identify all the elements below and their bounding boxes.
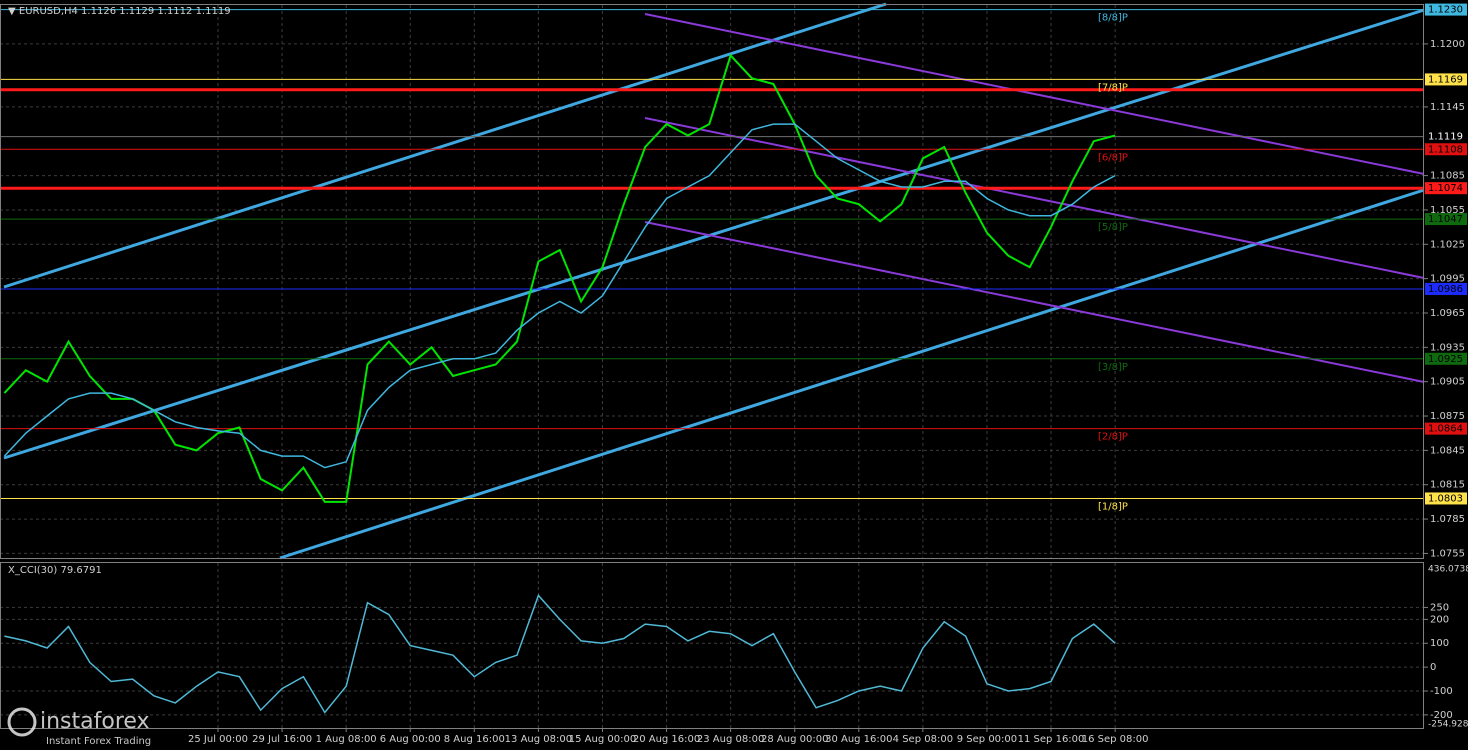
y-tick-label: 1.1145 <box>1430 102 1465 113</box>
level-tag: [2/8]P <box>1098 432 1128 443</box>
level-label: 1.0864 <box>1428 424 1463 435</box>
regression-channel <box>644 13 1425 383</box>
grid <box>0 5 1424 728</box>
channels <box>3 2 1425 560</box>
level-label: 1.1169 <box>1428 74 1463 85</box>
level-label: 1.0925 <box>1428 354 1463 365</box>
y-tick-label: 1.1085 <box>1430 171 1465 182</box>
channel-line <box>644 13 1425 175</box>
y-tick-label: 100 <box>1430 638 1449 649</box>
x-tick-label: 23 Aug 08:00 <box>697 734 764 745</box>
y-tick-label: -100 <box>1430 686 1453 697</box>
x-tick-label: 8 Aug 16:00 <box>444 734 505 745</box>
cci-panel-frame <box>0 562 1424 729</box>
level-label: 1.0986 <box>1428 284 1463 295</box>
x-tick-label: 28 Aug 00:00 <box>761 734 828 745</box>
level-label: 1.1108 <box>1428 144 1463 155</box>
channel-line <box>279 188 1425 560</box>
x-tick-label: 11 Sep 16:00 <box>1018 734 1085 745</box>
level-tag: [8/8]P <box>1098 13 1128 24</box>
level-tag: [5/8]P <box>1098 222 1128 233</box>
level-box <box>1425 352 1467 365</box>
level-box <box>1425 73 1467 86</box>
x-tick-label: 29 Jul 16:00 <box>252 734 312 745</box>
y-tick-label: 0 <box>1430 662 1436 673</box>
level-box <box>1425 492 1467 505</box>
y-tick-label: 1.0875 <box>1430 411 1465 422</box>
y-tick-label: 1.0785 <box>1430 514 1465 525</box>
channel-line <box>3 2 887 289</box>
channel-line <box>644 221 1425 383</box>
series-line <box>4 594 1116 714</box>
series <box>3 53 1116 714</box>
y-tick-label: 1.0935 <box>1430 342 1465 353</box>
series-line <box>3 123 1116 469</box>
level-box <box>1425 3 1467 16</box>
cci-title: X_CCI(30) 79.6791 <box>8 565 102 576</box>
y-tick-label: 1.0965 <box>1430 308 1465 319</box>
x-tick-label: 9 Sep 00:00 <box>957 734 1017 745</box>
level-box <box>1425 213 1467 226</box>
x-tick-label: 25 Jul 00:00 <box>188 734 248 745</box>
level-box <box>1425 422 1467 435</box>
level-label: 1.1047 <box>1428 214 1463 225</box>
x-tick-label: 30 Aug 16:00 <box>825 734 892 745</box>
level-box <box>1425 182 1467 195</box>
levels <box>0 9 1424 499</box>
x-tick-label: 4 Sep 08:00 <box>893 734 953 745</box>
level-label: 1.0803 <box>1428 493 1463 504</box>
level-box <box>1425 282 1467 295</box>
level-label: 1.1074 <box>1428 183 1463 194</box>
y-tick-label: 1.1055 <box>1430 205 1465 216</box>
level-tag: [1/8]P <box>1098 501 1128 512</box>
axis-labels: 1.0755 1.0785 1.0815 1.0845 1.0875 1.0905 1.09… <box>188 3 1468 745</box>
x-tick-label: 6 Aug 00:00 <box>380 734 441 745</box>
y-limit-label: -254.928 <box>1428 720 1468 730</box>
y-tick-label: -200 <box>1430 710 1453 721</box>
level-box <box>1425 143 1467 156</box>
x-tick-label: 20 Aug 16:00 <box>633 734 700 745</box>
level-tag: [3/8]P <box>1098 362 1128 373</box>
level-label: 1.1230 <box>1428 5 1463 16</box>
y-tick-label: 1.0845 <box>1430 445 1465 456</box>
y-tick-label: 1.0815 <box>1430 480 1465 491</box>
watermark-tagline: Instant Forex Trading <box>46 736 151 747</box>
price-title: ▼ EURUSD,H4 1.1126 1.1129 1.1112 1.1119 <box>8 6 231 17</box>
y-tick-label: 1.0755 <box>1430 548 1465 559</box>
y-limit-label: 436.0738 <box>1428 565 1468 575</box>
channel-line <box>3 8 1425 460</box>
y-tick-label: 1.0995 <box>1430 274 1465 285</box>
watermark-brand: instaforex <box>40 709 150 734</box>
y-tick-label: 200 <box>1430 614 1449 625</box>
x-tick-label: 13 Aug 08:00 <box>505 734 572 745</box>
y-tick-label: 250 <box>1430 602 1449 613</box>
price-panel-frame <box>0 4 1424 559</box>
level-label: 1.1119 <box>1428 132 1463 143</box>
x-tick-label: 1 Aug 08:00 <box>316 734 377 745</box>
y-tick-label: 1.1025 <box>1430 239 1465 250</box>
series-line <box>3 53 1116 503</box>
y-tick-label: 1.0905 <box>1430 377 1465 388</box>
channel-line <box>644 117 1425 279</box>
x-tick-label: 16 Sep 08:00 <box>1082 734 1149 745</box>
level-box <box>1424 130 1468 144</box>
level-tag: [7/8]P <box>1098 82 1128 93</box>
level-tag: [6/8]P <box>1098 152 1128 163</box>
x-tick-label: 15 Aug 00:00 <box>569 734 636 745</box>
y-tick-label: 1.1200 <box>1430 39 1465 50</box>
watermark: instaforex Instant Forex Trading <box>7 707 151 747</box>
watermark-logo <box>7 707 37 737</box>
